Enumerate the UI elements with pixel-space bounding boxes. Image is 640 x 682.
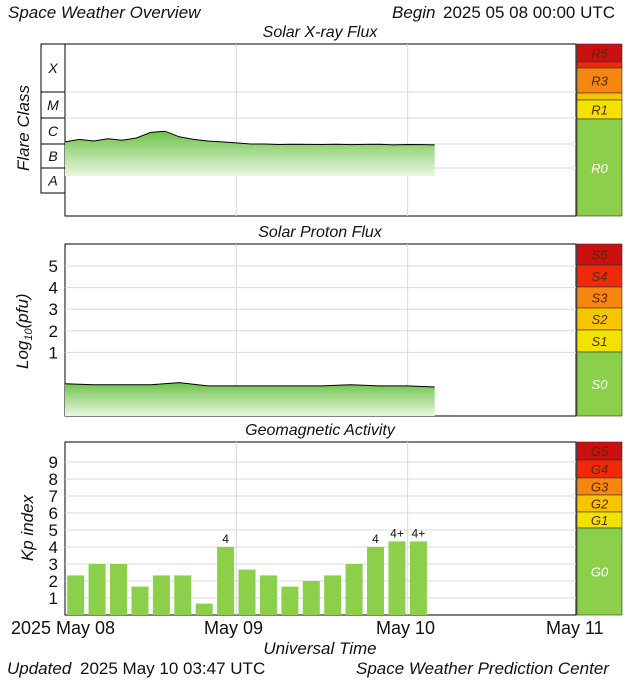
kp-bar [302,581,320,615]
proton-flux-fill [65,382,435,416]
xray-flux-line [64,130,435,146]
flare-class-label-m: M [47,97,59,113]
kp-scale-label-g3: G3 [591,480,609,495]
kp-bar [152,575,170,615]
x-tick-label-may09: May 09 [204,618,264,638]
kp-scale-label-g2: G2 [591,497,609,512]
proton-flux-line [64,382,435,388]
kp-y-tick-7: 7 [49,487,58,506]
proton-y-tick-1: 1 [49,343,58,362]
proton-scale-label-s2: S2 [592,312,609,327]
flare-class-box [40,117,66,145]
kp-bar [110,564,127,615]
kp-bar-label: 4 [222,532,229,546]
xray-flux-fill [65,131,435,176]
kp-y-tick-6: 6 [49,504,58,523]
proton-scale-label-s5: S5 [592,248,609,263]
kp-bar [324,575,342,615]
proton-y-tick-2: 2 [49,322,58,341]
begin-date: 2025 05 08 00:00 UTC [443,3,616,22]
kp-y-tick-2: 2 [49,572,58,591]
kp-bar [388,541,406,615]
flare-class-label-b: B [48,148,57,164]
kp-bar [131,586,149,615]
kp-plot-frame [64,441,577,616]
proton-scale-label-s4: S4 [592,269,608,284]
x-axis-label: Universal Time [263,639,377,658]
kp-bar [260,575,277,615]
proton-flux-chart: 5 4 3 2 1 S5 S4 S3 S2 S1 S0 [49,243,623,417]
kp-y-tick-4: 4 [49,538,58,557]
kp-y-tick-5: 5 [49,521,58,540]
kp-bar [67,575,85,615]
xray-scale-label-r1: R1 [591,103,608,118]
kp-bar-label: 4+ [390,526,404,540]
begin-label: Begin [392,3,436,22]
x-tick-label-may11: May 11 [546,618,604,638]
xray-scale-block-r2g [576,92,623,101]
proton-y-tick-3: 3 [49,300,58,319]
kp-y-tick-1: 1 [49,589,58,608]
kp-bar-label: 4 [372,532,379,546]
proton-scale-label-s3: S3 [592,291,609,306]
proton-scale-block-s0 [576,351,623,417]
kp-bar [238,569,256,615]
x-tick-label-may10: May 10 [376,618,436,638]
updated-date: 2025 May 10 03:47 UTC [80,659,266,678]
kp-y-tick-9: 9 [49,453,58,472]
kp-bar-label: 4+ [412,526,426,540]
flare-class-label-a: A [47,173,57,189]
proton-scale-label-s1: S1 [592,334,608,349]
kp-scale-block-g0 [576,527,623,616]
xray-scale-label-r3: R3 [591,74,608,89]
kp-scale-label-g4: G4 [591,462,608,477]
proton-panel-title: Solar Proton Flux [258,224,382,241]
geomag-panel-title: Geomagnetic Activity [245,422,395,439]
kp-bar [217,547,235,615]
kp-y-tick-3: 3 [49,555,58,574]
flare-class-label-x: X [47,60,58,76]
kp-bar [345,564,363,615]
kp-scale-label-g0: G0 [591,565,609,580]
kp-bar [281,586,299,615]
xray-scale-label-r0: R0 [591,161,608,176]
flare-class-box [40,43,66,93]
kp-y-tick-8: 8 [49,470,58,489]
x-tick-label-may08: 2025 May 08 [11,618,116,638]
xray-plot-frame [64,43,577,217]
updated-label: Updated [7,659,72,678]
kp-scale-label-g5: G5 [591,444,609,459]
kp-bar [174,575,192,615]
xray-panel-title: Solar X-ray Flux [262,24,378,41]
xray-scale-block-r0 [576,118,623,217]
kp-scale-label-g1: G1 [591,513,608,528]
xray-scale-block-r4g [576,61,623,69]
kp-bar [367,547,384,615]
kp-bar [409,541,427,615]
proton-scale-label-s0: S0 [592,377,609,392]
xray-scale-label-r5: R5 [591,46,608,61]
kp-bar [88,564,106,615]
source-credit: Space Weather Prediction Center [356,659,609,678]
flare-class-box [40,167,66,194]
flare-class-label-c: C [48,123,59,139]
proton-y-tick-4: 4 [49,279,58,298]
proton-y-tick-5: 5 [49,257,58,276]
kp-bar [195,603,213,615]
overview-title: Space Weather Overview [8,3,201,22]
